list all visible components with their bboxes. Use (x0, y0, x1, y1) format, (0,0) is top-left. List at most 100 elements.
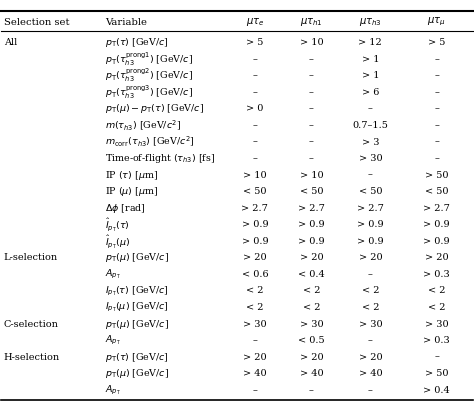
Text: IP $(\mu)$ [$\mu$m]: IP $(\mu)$ [$\mu$m] (105, 185, 158, 198)
Text: –: – (434, 55, 439, 64)
Text: < 2: < 2 (246, 302, 264, 311)
Text: –: – (253, 154, 257, 163)
Text: $p_{\rm T}(\mu)-p_{\rm T}(\tau)$ [GeV/$c$]: $p_{\rm T}(\mu)-p_{\rm T}(\tau)$ [GeV/$c… (105, 102, 204, 115)
Text: –: – (309, 104, 314, 113)
Text: C-selection: C-selection (4, 319, 59, 328)
Text: –: – (368, 269, 373, 278)
Text: > 30: > 30 (243, 319, 267, 328)
Text: < 50: < 50 (359, 187, 382, 196)
Text: > 10: > 10 (243, 170, 267, 179)
Text: > 30: > 30 (358, 154, 382, 163)
Text: > 1: > 1 (362, 71, 379, 80)
Text: $p_{\rm T}(\mu)$ [GeV/$c$]: $p_{\rm T}(\mu)$ [GeV/$c$] (105, 251, 169, 264)
Text: –: – (309, 55, 314, 64)
Text: –: – (309, 71, 314, 80)
Text: > 0.9: > 0.9 (242, 220, 268, 229)
Text: > 0.9: > 0.9 (242, 236, 268, 245)
Text: > 20: > 20 (243, 352, 267, 361)
Text: –: – (309, 121, 314, 130)
Text: > 50: > 50 (425, 369, 448, 377)
Text: 0.7–1.5: 0.7–1.5 (352, 121, 388, 130)
Text: > 30: > 30 (425, 319, 448, 328)
Text: < 0.4: < 0.4 (298, 269, 325, 278)
Text: > 10: > 10 (300, 170, 323, 179)
Text: $p_{\rm T}(\tau_{h3}^{\rm prong2})$ [GeV/$c$]: $p_{\rm T}(\tau_{h3}^{\rm prong2})$ [GeV… (105, 67, 193, 84)
Text: –: – (253, 55, 257, 64)
Text: > 2.7: > 2.7 (298, 203, 325, 212)
Text: $\hat{I}_{p_{\rm T}}(\tau)$: $\hat{I}_{p_{\rm T}}(\tau)$ (105, 216, 130, 233)
Text: > 0.3: > 0.3 (423, 335, 450, 344)
Text: > 2.7: > 2.7 (357, 203, 384, 212)
Text: > 0.3: > 0.3 (423, 269, 450, 278)
Text: > 0.9: > 0.9 (298, 220, 325, 229)
Text: –: – (434, 137, 439, 146)
Text: > 2.7: > 2.7 (241, 203, 268, 212)
Text: < 2: < 2 (428, 286, 446, 295)
Text: > 20: > 20 (425, 253, 448, 262)
Text: –: – (309, 137, 314, 146)
Text: –: – (434, 352, 439, 361)
Text: $p_{\rm T}(\mu)$ [GeV/$c$]: $p_{\rm T}(\mu)$ [GeV/$c$] (105, 366, 169, 379)
Text: $m(\tau_{h3})$ [GeV/$c^2$]: $m(\tau_{h3})$ [GeV/$c^2$] (105, 118, 181, 132)
Text: > 0.9: > 0.9 (357, 220, 383, 229)
Text: > 30: > 30 (358, 319, 382, 328)
Text: –: – (368, 170, 373, 179)
Text: < 50: < 50 (300, 187, 323, 196)
Text: $I_{p_{\rm T}}(\mu)$ [GeV/$c$]: $I_{p_{\rm T}}(\mu)$ [GeV/$c$] (105, 300, 169, 313)
Text: > 0.9: > 0.9 (357, 236, 383, 245)
Text: H-selection: H-selection (4, 352, 60, 361)
Text: > 0: > 0 (246, 104, 264, 113)
Text: > 0.4: > 0.4 (423, 385, 450, 394)
Text: $A_{p_{\rm T}}$: $A_{p_{\rm T}}$ (105, 333, 121, 346)
Text: –: – (309, 88, 314, 97)
Text: –: – (368, 335, 373, 344)
Text: $p_{\rm T}(\tau_{h3}^{\rm prong3})$ [GeV/$c$]: $p_{\rm T}(\tau_{h3}^{\rm prong3})$ [GeV… (105, 84, 193, 101)
Text: –: – (309, 154, 314, 163)
Text: –: – (253, 335, 257, 344)
Text: –: – (434, 88, 439, 97)
Text: > 20: > 20 (358, 352, 382, 361)
Text: –: – (253, 121, 257, 130)
Text: $\mu\tau_{h3}$: $\mu\tau_{h3}$ (359, 16, 382, 28)
Text: –: – (253, 137, 257, 146)
Text: $m_{\rm corr}(\tau_{h3})$ [GeV/$c^2$]: $m_{\rm corr}(\tau_{h3})$ [GeV/$c^2$] (105, 135, 194, 149)
Text: < 0.5: < 0.5 (298, 335, 325, 344)
Text: –: – (434, 154, 439, 163)
Text: $\mu\tau_\mu$: $\mu\tau_\mu$ (428, 16, 446, 28)
Text: < 2: < 2 (303, 302, 320, 311)
Text: < 2: < 2 (362, 302, 379, 311)
Text: –: – (253, 71, 257, 80)
Text: < 50: < 50 (425, 187, 448, 196)
Text: $p_{\rm T}(\tau_{h3}^{\rm prong1})$ [GeV/$c$]: $p_{\rm T}(\tau_{h3}^{\rm prong1})$ [GeV… (105, 51, 193, 67)
Text: > 20: > 20 (243, 253, 267, 262)
Text: < 2: < 2 (303, 286, 320, 295)
Text: –: – (368, 385, 373, 394)
Text: > 1: > 1 (362, 55, 379, 64)
Text: L-selection: L-selection (4, 253, 58, 262)
Text: All: All (4, 38, 17, 47)
Text: Selection set: Selection set (4, 18, 69, 27)
Text: Variable: Variable (105, 18, 147, 27)
Text: $A_{p_{\rm T}}$: $A_{p_{\rm T}}$ (105, 267, 121, 280)
Text: $A_{p_{\rm T}}$: $A_{p_{\rm T}}$ (105, 383, 121, 396)
Text: > 12: > 12 (358, 38, 382, 47)
Text: –: – (368, 104, 373, 113)
Text: > 0.9: > 0.9 (423, 236, 450, 245)
Text: > 40: > 40 (243, 369, 267, 377)
Text: > 5: > 5 (428, 38, 446, 47)
Text: < 2: < 2 (428, 302, 446, 311)
Text: > 50: > 50 (425, 170, 448, 179)
Text: > 0.9: > 0.9 (423, 220, 450, 229)
Text: $\Delta\phi$ [rad]: $\Delta\phi$ [rad] (105, 201, 146, 214)
Text: $I_{p_{\rm T}}(\tau)$ [GeV/$c$]: $I_{p_{\rm T}}(\tau)$ [GeV/$c$] (105, 284, 169, 297)
Text: $p_{\rm T}(\tau)$ [GeV/$c$]: $p_{\rm T}(\tau)$ [GeV/$c$] (105, 350, 169, 363)
Text: < 0.6: < 0.6 (242, 269, 268, 278)
Text: > 30: > 30 (300, 319, 323, 328)
Text: > 2.7: > 2.7 (423, 203, 450, 212)
Text: > 5: > 5 (246, 38, 264, 47)
Text: Time-of-flight $(\tau_{h3})$ [fs]: Time-of-flight $(\tau_{h3})$ [fs] (105, 152, 215, 165)
Text: > 0.9: > 0.9 (298, 236, 325, 245)
Text: –: – (309, 385, 314, 394)
Text: < 2: < 2 (246, 286, 264, 295)
Text: $p_{\rm T}(\tau)$ [GeV/$c$]: $p_{\rm T}(\tau)$ [GeV/$c$] (105, 36, 169, 49)
